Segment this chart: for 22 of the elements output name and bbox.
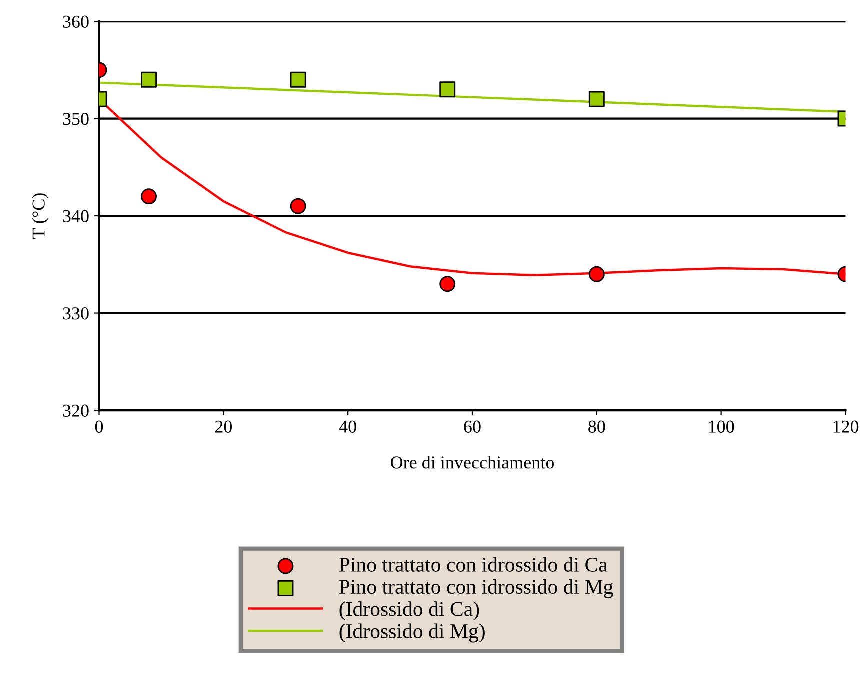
point — [588, 266, 605, 282]
x-tick-label: 0 — [95, 420, 104, 433]
x-tick-label: 80 — [588, 420, 606, 433]
legend-label: (Idrossido di Ca) — [340, 602, 480, 621]
point — [440, 276, 456, 292]
legend-label: (Idrossido di Mg) — [340, 624, 485, 643]
legend-label: Pino trattato con idrossido di Ca — [339, 557, 608, 572]
y-tick-label: 350 — [63, 113, 89, 126]
x-tick-label: 60 — [464, 420, 481, 433]
x-tick-label: 40 — [339, 420, 356, 433]
x-tick-label: 100 — [709, 420, 734, 433]
x-tick-label: 20 — [215, 420, 232, 433]
y-tick-label: 320 — [63, 404, 89, 417]
y-tick-label: 340 — [63, 210, 89, 222]
point — [588, 91, 605, 108]
x-axis-title: Ore di invecchiamento — [391, 456, 554, 469]
legend-label: Pino trattato con idrossido di Mg — [339, 579, 614, 598]
point — [440, 82, 456, 98]
y-tick-label: 360 — [63, 16, 89, 28]
y-axis-title: T (°C) — [32, 194, 49, 239]
y-tick-label: 330 — [63, 308, 89, 320]
x-tick-label: 120 — [834, 420, 859, 433]
